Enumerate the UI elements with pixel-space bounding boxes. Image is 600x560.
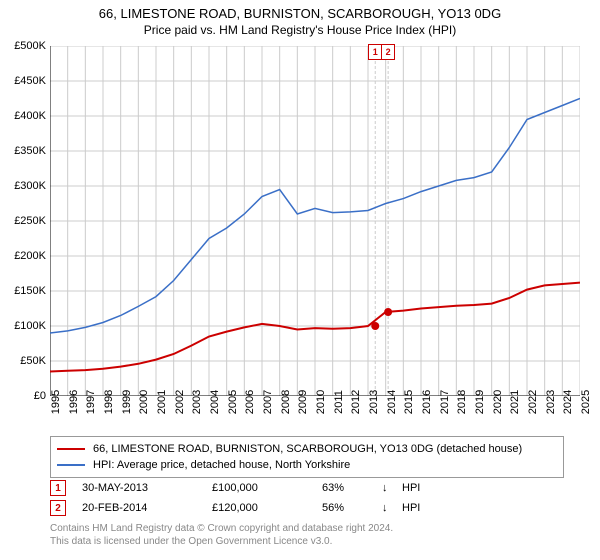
sale-ref: HPI <box>402 482 442 494</box>
x-tick-label: 2022 <box>527 390 539 414</box>
x-tick-label: 2014 <box>386 390 398 414</box>
legend: 66, LIMESTONE ROAD, BURNISTON, SCARBOROU… <box>50 436 564 478</box>
x-tick-label: 2008 <box>280 390 292 414</box>
x-tick-label: 2001 <box>156 390 168 414</box>
x-tick-label: 1998 <box>103 390 115 414</box>
x-tick-label: 2024 <box>562 390 574 414</box>
x-tick-label: 2013 <box>368 390 380 414</box>
chart-plot <box>50 46 580 396</box>
x-tick-label: 2017 <box>439 390 451 414</box>
chart-marker-label: 2 <box>381 44 395 60</box>
sale-date: 20-FEB-2014 <box>82 502 212 514</box>
chart-subtitle: Price paid vs. HM Land Registry's House … <box>0 21 600 41</box>
legend-swatch-hpi <box>57 464 85 466</box>
y-tick-label: £100K <box>14 320 46 332</box>
legend-label-hpi: HPI: Average price, detached house, Nort… <box>93 459 350 471</box>
legend-item-hpi: HPI: Average price, detached house, Nort… <box>57 457 557 473</box>
legend-label-property: 66, LIMESTONE ROAD, BURNISTON, SCARBOROU… <box>93 443 522 455</box>
y-tick-label: £300K <box>14 180 46 192</box>
x-tick-label: 1999 <box>121 390 133 414</box>
sale-pct: 63% <box>322 482 382 494</box>
y-tick-label: £200K <box>14 250 46 262</box>
sale-price: £100,000 <box>212 482 322 494</box>
x-tick-label: 2021 <box>509 390 521 414</box>
x-tick-label: 2000 <box>138 390 150 414</box>
x-tick-label: 2019 <box>474 390 486 414</box>
down-arrow-icon: ↓ <box>382 502 402 514</box>
y-tick-label: £0 <box>34 390 46 402</box>
sales-table: 1 30-MAY-2013 £100,000 63% ↓ HPI 2 20-FE… <box>50 478 442 518</box>
x-tick-label: 2010 <box>315 390 327 414</box>
sale-badge-1: 1 <box>50 480 66 496</box>
sale-row: 2 20-FEB-2014 £120,000 56% ↓ HPI <box>50 498 442 518</box>
y-tick-label: £500K <box>14 40 46 52</box>
x-tick-label: 2009 <box>297 390 309 414</box>
footer: Contains HM Land Registry data © Crown c… <box>50 522 393 548</box>
x-tick-label: 2016 <box>421 390 433 414</box>
x-tick-label: 2015 <box>403 390 415 414</box>
x-tick-label: 2023 <box>545 390 557 414</box>
sale-ref: HPI <box>402 502 442 514</box>
y-tick-label: £150K <box>14 285 46 297</box>
chart-title: 66, LIMESTONE ROAD, BURNISTON, SCARBOROU… <box>0 0 600 21</box>
x-tick-label: 2003 <box>191 390 203 414</box>
sale-date: 30-MAY-2013 <box>82 482 212 494</box>
y-tick-label: £450K <box>14 75 46 87</box>
down-arrow-icon: ↓ <box>382 482 402 494</box>
y-tick-label: £50K <box>20 355 46 367</box>
x-tick-label: 2005 <box>227 390 239 414</box>
y-tick-label: £400K <box>14 110 46 122</box>
footer-line2: This data is licensed under the Open Gov… <box>50 535 393 548</box>
chart-container: 66, LIMESTONE ROAD, BURNISTON, SCARBOROU… <box>0 0 600 560</box>
x-tick-label: 2018 <box>456 390 468 414</box>
x-tick-label: 2004 <box>209 390 221 414</box>
x-tick-label: 1996 <box>68 390 80 414</box>
x-tick-label: 2006 <box>244 390 256 414</box>
chart-area: £0£50K£100K£150K£200K£250K£300K£350K£400… <box>50 46 580 396</box>
footer-line1: Contains HM Land Registry data © Crown c… <box>50 522 393 535</box>
x-tick-label: 2002 <box>174 390 186 414</box>
chart-marker-label: 1 <box>368 44 382 60</box>
sale-row: 1 30-MAY-2013 £100,000 63% ↓ HPI <box>50 478 442 498</box>
legend-item-property: 66, LIMESTONE ROAD, BURNISTON, SCARBOROU… <box>57 441 557 457</box>
x-tick-label: 2012 <box>350 390 362 414</box>
x-tick-label: 1997 <box>85 390 97 414</box>
x-tick-label: 2025 <box>580 390 592 414</box>
sale-badge-2: 2 <box>50 500 66 516</box>
x-tick-label: 2020 <box>492 390 504 414</box>
x-tick-label: 2007 <box>262 390 274 414</box>
sale-pct: 56% <box>322 502 382 514</box>
x-tick-label: 1995 <box>50 390 62 414</box>
y-tick-label: £350K <box>14 145 46 157</box>
x-tick-label: 2011 <box>333 390 345 414</box>
sale-price: £120,000 <box>212 502 322 514</box>
y-tick-label: £250K <box>14 215 46 227</box>
legend-swatch-property <box>57 448 85 450</box>
